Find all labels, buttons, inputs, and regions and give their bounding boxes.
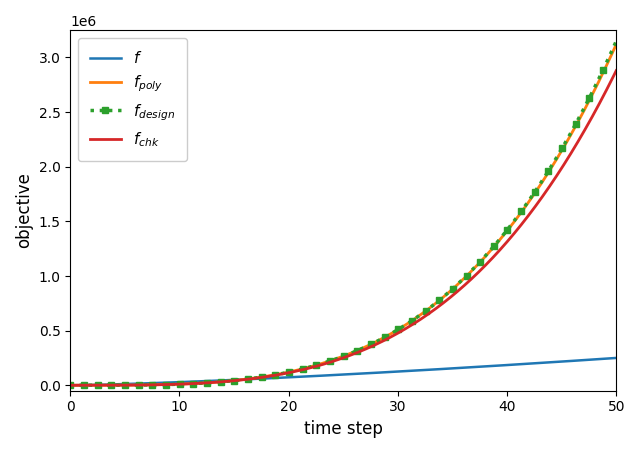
$f$ [442, 366, 449, 371]
$f_{chk}$ [67, 382, 74, 388]
$f$ [122, 381, 130, 387]
$f$ [612, 355, 620, 361]
Y-axis label: objective: objective [15, 173, 33, 248]
$f$ [502, 362, 509, 368]
$f_{poly}$ [492, 241, 500, 247]
$f_{poly}$ [307, 364, 315, 370]
Line: $f$: $f$ [70, 358, 616, 385]
$f_{chk}$ [502, 241, 509, 246]
$f_{chk}$ [307, 365, 315, 371]
$f_{poly}$ [287, 369, 295, 374]
$f_{poly}$ [442, 293, 449, 298]
$f_{poly}$ [502, 230, 509, 235]
$f_{poly}$ [122, 382, 130, 388]
$f_{poly}$ [612, 42, 620, 47]
$f_{chk}$ [612, 68, 620, 73]
Legend: $f$, $f_{poly}$, $f_{design}$, $f_{chk}$: $f$, $f_{poly}$, $f_{design}$, $f_{chk}$ [78, 38, 187, 161]
$f$ [307, 374, 315, 379]
$f$ [492, 363, 500, 368]
Line: $f_{chk}$: $f_{chk}$ [70, 71, 616, 385]
X-axis label: time step: time step [304, 420, 383, 438]
Line: $f_{poly}$: $f_{poly}$ [70, 44, 616, 385]
$f$ [287, 375, 295, 380]
$f_{chk}$ [492, 251, 500, 257]
$f$ [67, 382, 74, 388]
$f_{chk}$ [442, 299, 449, 304]
$f_{chk}$ [122, 382, 130, 388]
$f_{chk}$ [287, 370, 295, 375]
$f_{poly}$ [67, 382, 74, 388]
